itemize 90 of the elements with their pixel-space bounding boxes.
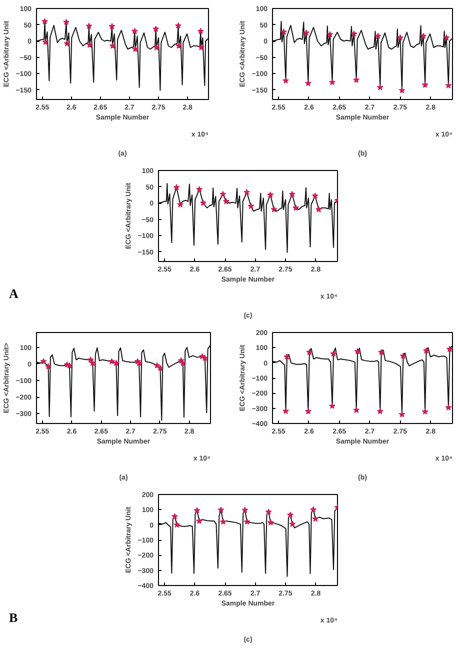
point <box>66 362 73 368</box>
point <box>420 32 427 39</box>
point <box>423 347 430 354</box>
point <box>316 206 322 212</box>
point <box>378 348 385 356</box>
point <box>42 18 48 24</box>
point <box>222 198 230 204</box>
point <box>108 358 115 364</box>
point <box>398 411 406 418</box>
point <box>176 42 182 49</box>
point <box>374 32 382 39</box>
point <box>326 31 334 38</box>
point <box>220 518 226 525</box>
point <box>200 200 207 206</box>
point <box>202 354 208 361</box>
point <box>310 506 317 512</box>
point <box>280 28 288 35</box>
point <box>177 201 184 208</box>
text: A <box>9 285 18 303</box>
point <box>86 42 93 48</box>
point <box>112 360 120 366</box>
point <box>194 507 200 514</box>
point <box>196 518 203 524</box>
point <box>350 30 358 37</box>
point <box>282 77 290 84</box>
point <box>180 360 186 366</box>
point <box>398 87 406 94</box>
point <box>218 506 224 513</box>
point <box>267 519 274 526</box>
point <box>445 82 452 88</box>
point <box>64 40 70 46</box>
point <box>270 206 278 212</box>
point <box>288 190 296 198</box>
point <box>40 358 47 364</box>
point <box>196 186 203 192</box>
point <box>132 46 139 52</box>
point <box>446 346 452 352</box>
point <box>265 508 272 515</box>
text: B <box>9 609 18 627</box>
point <box>156 364 164 371</box>
point <box>284 353 290 360</box>
point <box>171 513 178 520</box>
point <box>445 404 452 410</box>
point <box>312 192 318 199</box>
point <box>109 42 116 49</box>
point <box>304 408 312 414</box>
point <box>302 29 310 36</box>
point <box>353 406 360 413</box>
point <box>173 184 180 190</box>
point <box>400 352 406 359</box>
point <box>354 348 361 354</box>
point <box>174 521 180 528</box>
point <box>396 34 404 41</box>
line-series <box>36 344 210 421</box>
line-series <box>158 183 338 253</box>
point <box>87 356 94 363</box>
point <box>248 202 254 210</box>
point <box>131 28 138 34</box>
point <box>63 18 70 25</box>
point <box>306 348 313 356</box>
point <box>329 402 336 409</box>
point <box>282 408 290 414</box>
point <box>86 22 92 29</box>
point <box>304 80 312 86</box>
point <box>198 44 204 50</box>
point <box>312 515 319 522</box>
point <box>289 520 296 527</box>
point <box>422 81 428 88</box>
point <box>242 506 248 513</box>
point <box>244 518 250 525</box>
point <box>267 191 274 198</box>
point <box>443 34 450 41</box>
point <box>376 408 384 414</box>
point <box>153 44 160 50</box>
point <box>244 188 250 196</box>
point <box>376 84 384 90</box>
point <box>89 360 96 366</box>
point <box>152 26 160 32</box>
point <box>353 76 360 83</box>
point <box>197 28 204 34</box>
point <box>108 22 116 30</box>
point <box>174 22 182 29</box>
point <box>329 78 336 86</box>
point <box>422 408 428 414</box>
point <box>45 363 52 370</box>
point <box>42 38 49 45</box>
point <box>330 350 337 357</box>
point <box>220 190 226 198</box>
point <box>287 512 294 518</box>
point <box>292 204 300 211</box>
